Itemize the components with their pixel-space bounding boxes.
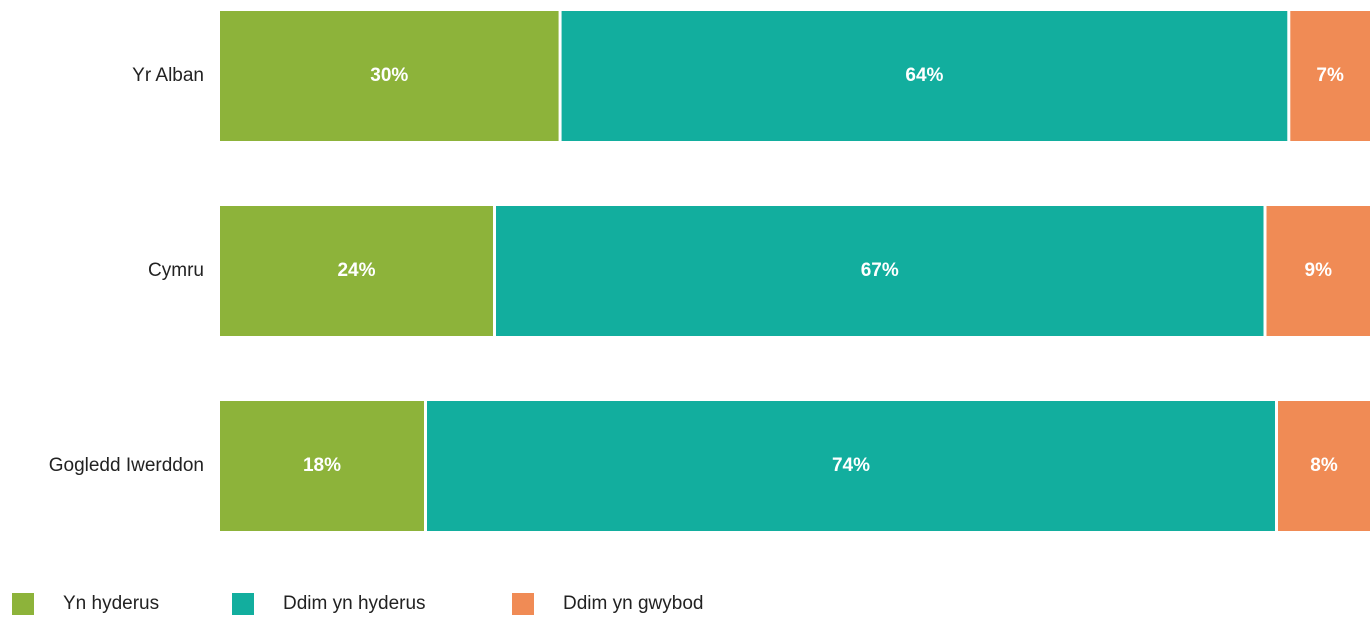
legend-swatch-yn-hyderus (12, 593, 34, 615)
category-label-yr-alban: Yr Alban (132, 65, 204, 86)
value-label-cymru-ddim-yn-gwybod: 9% (1305, 260, 1333, 281)
bars-layer (220, 11, 1370, 531)
bar-gogledd-iwerddon-ddim-yn-gwybod (1278, 401, 1370, 531)
bar-yr-alban-ddim-yn-gwybod (1290, 11, 1370, 141)
value-label-cymru-ddim-yn-hyderus: 67% (861, 260, 899, 281)
value-label-yr-alban-yn-hyderus: 30% (370, 65, 408, 86)
category-label-gogledd-iwerddon: Gogledd Iwerddon (49, 455, 204, 476)
bar-cymru-ddim-yn-gwybod (1266, 206, 1370, 336)
bar-gogledd-iwerddon-yn-hyderus (220, 401, 424, 531)
legend-label-ddim-yn-hyderus: Ddim yn hyderus (283, 593, 426, 614)
legend-swatch-ddim-yn-gwybod (512, 593, 534, 615)
value-label-yr-alban-ddim-yn-hyderus: 64% (905, 65, 943, 86)
category-labels-layer: Yr Alban Cymru Gogledd Iwerddon (49, 65, 204, 476)
value-label-cymru-yn-hyderus: 24% (337, 260, 375, 281)
value-label-gogledd-iwerddon-ddim-yn-gwybod: 8% (1310, 455, 1338, 476)
value-label-gogledd-iwerddon-ddim-yn-hyderus: 74% (832, 455, 870, 476)
bar-cymru-ddim-yn-hyderus (496, 206, 1264, 336)
bar-cymru-yn-hyderus (220, 206, 493, 336)
bar-yr-alban-yn-hyderus (220, 11, 559, 141)
value-labels-layer: 30% 64% 7% 24% 67% 9% 18% 74% 8% (303, 65, 1344, 476)
bar-yr-alban-ddim-yn-hyderus (561, 11, 1288, 141)
legend: Yn hyderus Ddim yn hyderus Ddim yn gwybod (12, 593, 703, 615)
legend-label-yn-hyderus: Yn hyderus (63, 593, 159, 614)
legend-label-ddim-yn-gwybod: Ddim yn gwybod (563, 593, 703, 614)
legend-swatch-ddim-yn-hyderus (232, 593, 254, 615)
category-label-cymru: Cymru (148, 260, 204, 281)
value-label-gogledd-iwerddon-yn-hyderus: 18% (303, 455, 341, 476)
value-label-yr-alban-ddim-yn-gwybod: 7% (1316, 65, 1344, 86)
bar-gogledd-iwerddon-ddim-yn-hyderus (427, 401, 1275, 531)
